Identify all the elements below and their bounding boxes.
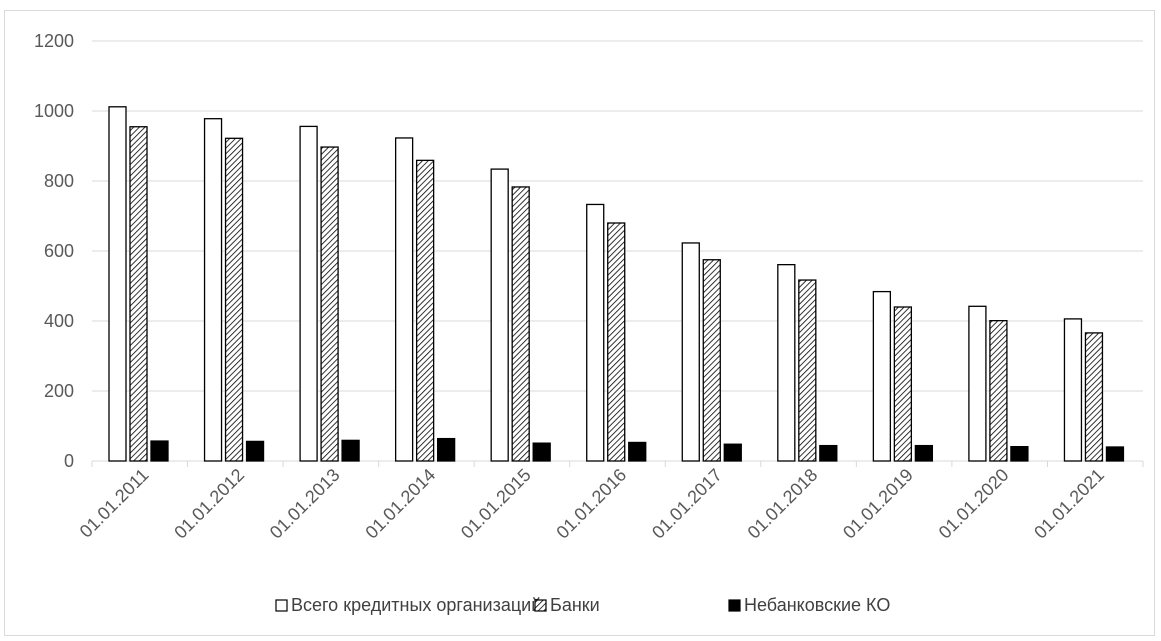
bars	[108, 106, 1125, 462]
bar	[245, 440, 265, 462]
bar	[436, 437, 456, 462]
x-tick-label: 01.01.2013	[266, 465, 344, 543]
bar	[777, 263, 796, 462]
bar	[893, 306, 913, 462]
bar	[341, 439, 360, 462]
y-axis-tick-labels: 0 200 400 600 800 1000 1200	[34, 31, 74, 471]
y-tick-label: 0	[64, 451, 74, 471]
bar	[320, 146, 339, 462]
chart-frame	[4, 10, 1155, 636]
bar	[914, 444, 934, 462]
y-tick-label: 200	[44, 381, 74, 401]
bar	[1063, 318, 1083, 462]
x-tick-label: 01.01.2014	[361, 465, 439, 543]
bar	[586, 203, 605, 462]
legend: Всего кредитных организаций Банки Небанков…	[275, 595, 890, 615]
bar	[628, 441, 647, 462]
legend-label: Небанковские КО	[744, 595, 890, 615]
bar	[511, 186, 530, 462]
bar	[702, 259, 721, 462]
bar	[129, 126, 148, 462]
bar	[224, 137, 244, 462]
bar	[150, 440, 169, 462]
y-tick-label: 1200	[34, 31, 74, 51]
bar	[872, 290, 892, 462]
bar	[394, 137, 414, 462]
x-tick-label: 01.01.2021	[1030, 465, 1108, 543]
legend-swatch	[534, 599, 547, 612]
bar	[968, 305, 987, 462]
x-tick-label: 01.01.2016	[552, 465, 630, 543]
x-tick-label: 01.01.2011	[76, 465, 153, 542]
legend-swatch	[275, 599, 288, 612]
x-tick-label: 01.01.2019	[839, 465, 917, 543]
bar	[490, 168, 509, 462]
x-tick-label: 01.01.2012	[170, 465, 248, 543]
bar	[203, 118, 223, 462]
bar	[989, 319, 1008, 462]
y-tick-label: 600	[44, 241, 74, 261]
bar	[108, 106, 127, 462]
x-tick-label: 01.01.2017	[648, 465, 726, 543]
y-tick-label: 800	[44, 171, 74, 191]
legend-label: Банки	[550, 595, 600, 615]
bar	[723, 443, 742, 462]
x-tick-label: 01.01.2018	[744, 465, 822, 543]
bar	[1010, 445, 1029, 462]
legend-swatch	[728, 599, 741, 612]
y-tick-label: 400	[44, 311, 74, 331]
x-tick-label: 01.01.2020	[935, 465, 1013, 543]
y-tick-label: 1000	[34, 101, 74, 121]
bar	[415, 159, 435, 462]
bar	[1084, 332, 1104, 462]
legend-label: Всего кредитных организаций	[291, 595, 541, 615]
gridlines	[91, 40, 1144, 467]
bar	[607, 222, 626, 462]
x-tick-label: 01.01.2015	[457, 465, 535, 543]
bar	[299, 125, 318, 462]
bar	[1105, 446, 1125, 462]
bar	[681, 242, 700, 462]
x-axis-tick-labels: 01.01.2011 01.01.2012 01.01.2013 01.01.2014…	[76, 465, 1108, 543]
bar	[819, 444, 838, 462]
bar	[798, 279, 817, 462]
bar	[532, 442, 551, 462]
